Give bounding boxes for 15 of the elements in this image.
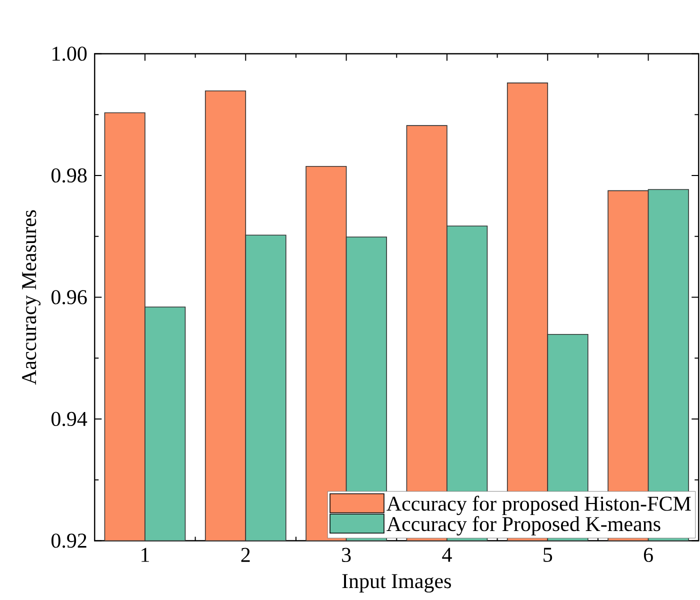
y-tick-label: 0.92	[51, 534, 86, 548]
y-tick-label: 0.98	[51, 168, 87, 183]
x-tick-label: 1	[142, 548, 149, 562]
legend-label: Accuracy for proposed Histon-FCM	[386, 496, 691, 516]
x-tick-label: 6	[644, 548, 653, 562]
x-tick-label: 3	[342, 548, 351, 562]
x-tick-label: 4	[442, 548, 452, 562]
y-axis-title: Aaccuracy Measures	[22, 210, 40, 386]
legend-label: Accuracy for Proposed K-means	[386, 516, 660, 536]
x-tick-label: 5	[544, 548, 552, 562]
y-tick-label: 1.00	[52, 46, 87, 62]
y-tick-label: 0.96	[51, 290, 87, 305]
y-tick-label: 0.94	[51, 412, 88, 426]
x-axis-title: Input Images	[342, 574, 451, 593]
x-tick-label: 2	[241, 548, 250, 562]
